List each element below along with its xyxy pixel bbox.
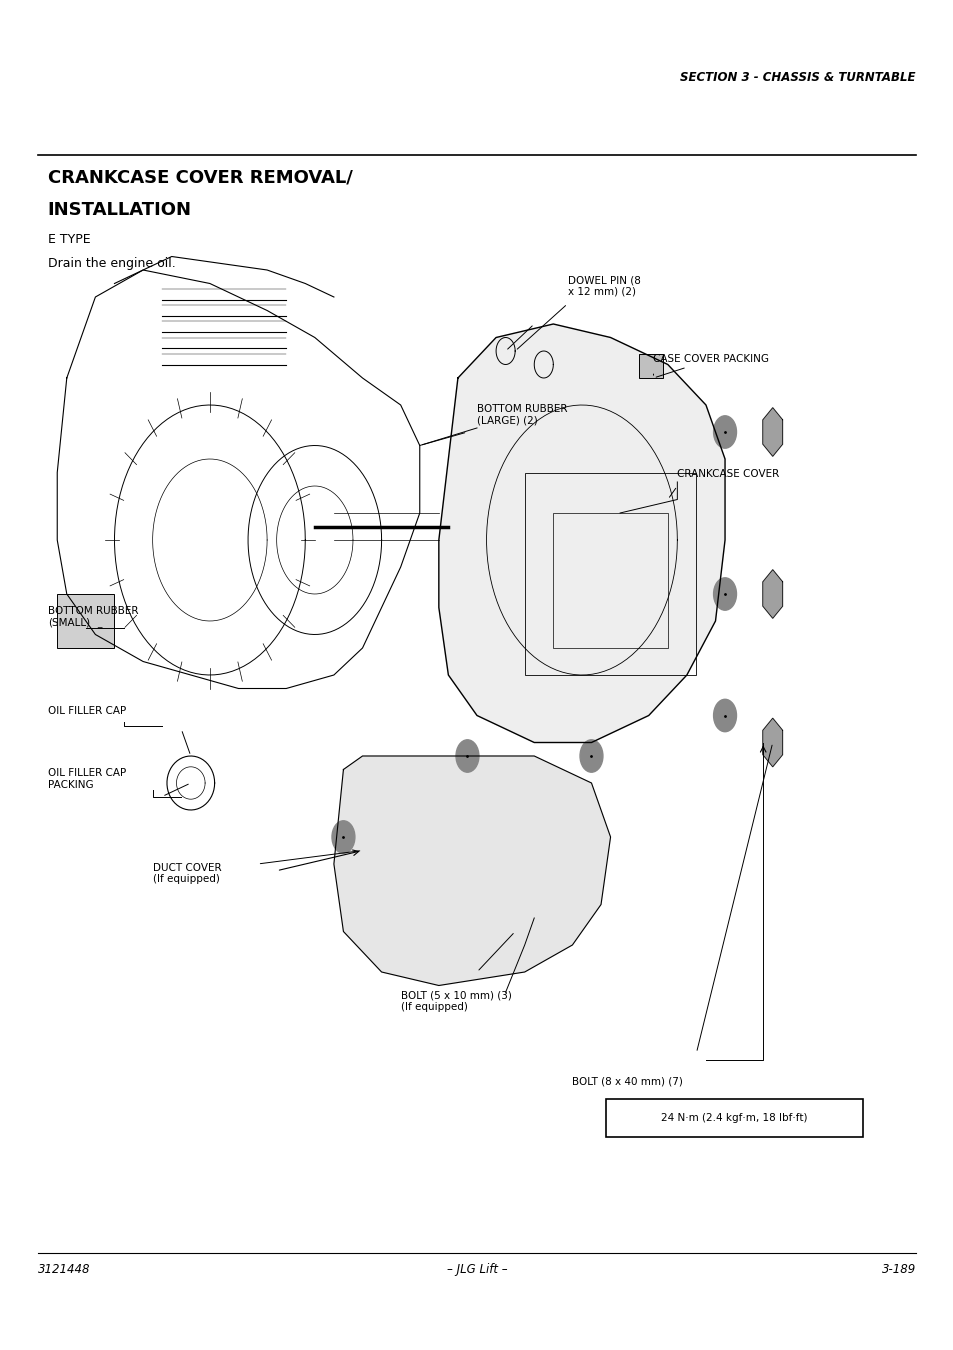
Circle shape [456, 740, 478, 772]
Polygon shape [762, 408, 781, 456]
Text: BOLT (8 x 40 mm) (7): BOLT (8 x 40 mm) (7) [572, 1077, 682, 1087]
Text: CRANKCASE COVER: CRANKCASE COVER [677, 470, 779, 479]
Polygon shape [762, 570, 781, 618]
Text: BOTTOM RUBBER
(LARGE) (2): BOTTOM RUBBER (LARGE) (2) [476, 404, 567, 425]
Text: 3-189: 3-189 [881, 1262, 915, 1276]
Circle shape [579, 740, 602, 772]
Bar [57, 594, 114, 648]
Text: OIL FILLER CAP
PACKING: OIL FILLER CAP PACKING [48, 768, 126, 790]
Text: CASE COVER PACKING: CASE COVER PACKING [653, 355, 769, 364]
Text: INSTALLATION: INSTALLATION [48, 201, 192, 219]
Text: E TYPE: E TYPE [48, 232, 91, 246]
Text: SECTION 3 - CHASSIS & TURNTABLE: SECTION 3 - CHASSIS & TURNTABLE [679, 70, 915, 84]
Polygon shape [334, 756, 610, 986]
Polygon shape [762, 718, 781, 767]
Circle shape [713, 416, 736, 448]
Polygon shape [438, 324, 724, 742]
Text: CRANKCASE COVER REMOVAL/: CRANKCASE COVER REMOVAL/ [48, 169, 353, 186]
Text: DUCT COVER
(If equipped): DUCT COVER (If equipped) [152, 863, 221, 884]
Text: Drain the engine oil.: Drain the engine oil. [48, 256, 175, 270]
Bar [605, 1099, 862, 1137]
Text: – JLG Lift –: – JLG Lift – [446, 1262, 507, 1276]
Text: 3121448: 3121448 [38, 1262, 91, 1276]
Text: DOWEL PIN (8
x 12 mm) (2): DOWEL PIN (8 x 12 mm) (2) [567, 275, 639, 297]
Bar [524, 472, 696, 675]
Circle shape [332, 821, 355, 853]
Text: 24 N·m (2.4 kgf·m, 18 lbf·ft): 24 N·m (2.4 kgf·m, 18 lbf·ft) [660, 1112, 807, 1123]
Bar [553, 513, 667, 648]
Circle shape [713, 699, 736, 732]
Text: BOTTOM RUBBER
(SMALL): BOTTOM RUBBER (SMALL) [48, 606, 138, 628]
Text: BOLT (5 x 10 mm) (3)
(If equipped): BOLT (5 x 10 mm) (3) (If equipped) [400, 991, 511, 1012]
Text: OIL FILLER CAP: OIL FILLER CAP [48, 706, 126, 716]
Circle shape [713, 578, 736, 610]
Bar [639, 354, 662, 378]
